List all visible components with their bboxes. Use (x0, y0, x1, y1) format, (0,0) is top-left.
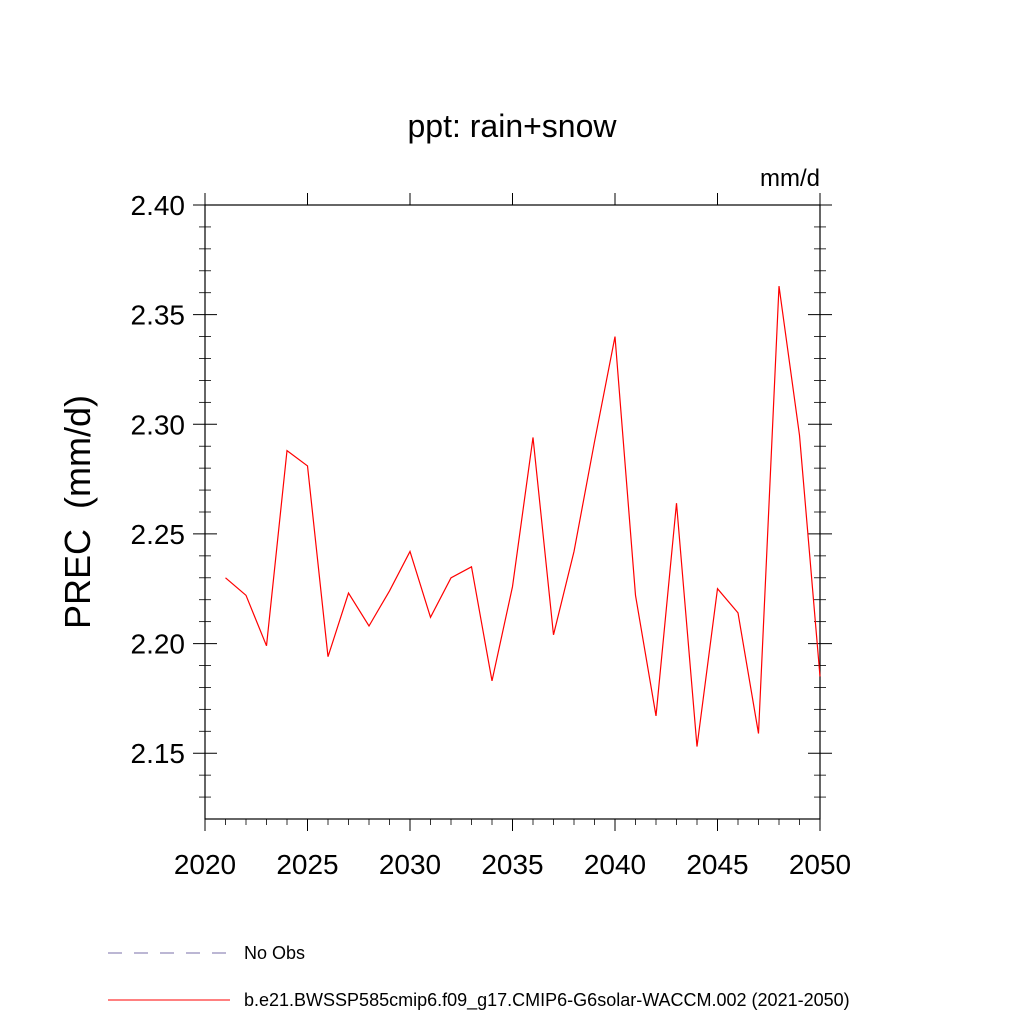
axis-ticks (193, 193, 832, 831)
chart-title: ppt: rain+snow (407, 108, 617, 144)
y-axis-title: PREC (mm/d) (57, 395, 98, 629)
x-tick-label: 2045 (686, 849, 748, 880)
y-tick-label: 2.20 (131, 629, 186, 660)
x-tick-label: 2035 (481, 849, 543, 880)
series-layer (225, 286, 821, 747)
legend-label-no-obs: No Obs (244, 943, 305, 963)
y-tick-label: 2.15 (131, 738, 186, 769)
x-tick-label: 2020 (174, 849, 236, 880)
plot-frame (204, 204, 821, 820)
legend-label-model-run: b.e21.BWSSP585cmip6.f09_g17.CMIP6-G6sola… (244, 990, 850, 1011)
units-label: mm/d (760, 165, 820, 192)
x-tick-label: 2030 (379, 849, 441, 880)
y-tick-label: 2.30 (131, 409, 186, 440)
x-tick-label: 2025 (276, 849, 338, 880)
legend: No Obs b.e21.BWSSP585cmip6.f09_g17.CMIP6… (108, 943, 850, 1011)
x-tick-label: 2050 (789, 849, 851, 880)
y-tick-label: 2.40 (131, 190, 186, 221)
x-tick-label: 2040 (584, 849, 646, 880)
axis-tick-labels: 2020 2025 2030 2035 2040 2045 2050 2.15 2.20 2.25… (131, 190, 852, 880)
y-tick-label: 2.35 (131, 300, 186, 331)
y-tick-label: 2.25 (131, 519, 186, 550)
series-line (225, 286, 821, 747)
